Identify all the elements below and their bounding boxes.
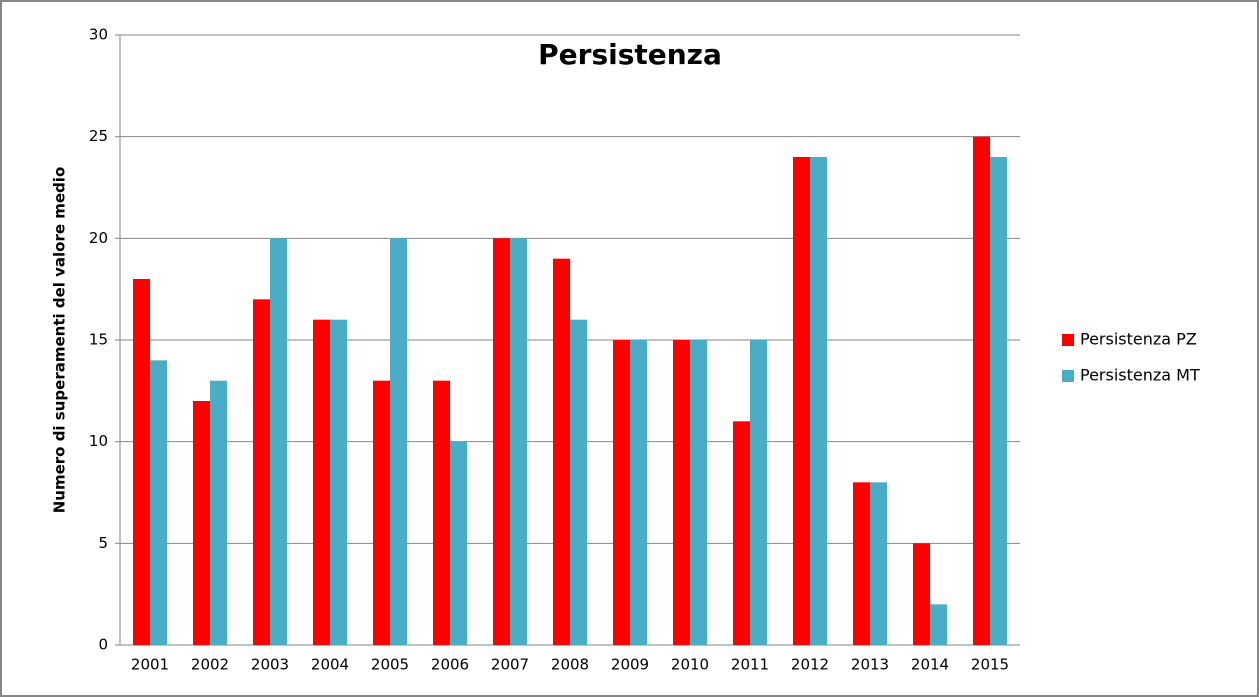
- x-tick-label: 2011: [731, 656, 769, 674]
- bar: [133, 279, 150, 645]
- x-tick-label: 2007: [491, 656, 529, 674]
- y-tick-label: 20: [89, 229, 108, 247]
- legend-swatch: [1062, 370, 1074, 382]
- x-tick-label: 2001: [131, 656, 169, 674]
- y-tick-label: 10: [89, 432, 108, 450]
- bar: [630, 340, 647, 645]
- bar: [150, 360, 167, 645]
- x-tick-label: 2015: [971, 656, 1009, 674]
- bar: [210, 380, 227, 645]
- x-tick-label: 2008: [551, 656, 589, 674]
- bar: [690, 340, 707, 645]
- x-tick-label: 2013: [851, 656, 889, 674]
- x-tick-label: 2003: [251, 656, 289, 674]
- bar: [990, 157, 1007, 645]
- bar: [373, 380, 390, 645]
- bar: [930, 604, 947, 645]
- legend-swatch: [1062, 334, 1074, 346]
- bar: [270, 238, 287, 646]
- x-tick-label: 2006: [431, 656, 469, 674]
- x-tick-label: 2005: [371, 656, 409, 674]
- x-tick-label: 2004: [311, 656, 349, 674]
- bar: [433, 380, 450, 645]
- x-tick-label: 2002: [191, 656, 229, 674]
- x-tick-label: 2010: [671, 656, 709, 674]
- x-tick-label: 2014: [911, 656, 949, 674]
- x-tick-label: 2012: [791, 656, 829, 674]
- bar: [673, 340, 690, 645]
- chart-title: Persistenza: [538, 38, 722, 71]
- y-tick-label: 0: [98, 636, 108, 654]
- bar: [853, 482, 870, 645]
- legend-label: Persistenza MT: [1080, 366, 1200, 385]
- bar: [750, 340, 767, 645]
- y-tick-label: 15: [89, 331, 108, 349]
- bar: [793, 157, 810, 645]
- bar: [493, 238, 510, 646]
- bar: [870, 482, 887, 645]
- bar: [613, 340, 630, 645]
- bar: [510, 238, 527, 646]
- y-tick-label: 5: [98, 534, 108, 552]
- bar: [253, 299, 270, 645]
- legend-label: Persistenza PZ: [1080, 330, 1197, 349]
- y-tick-label: 25: [89, 127, 108, 145]
- bar: [553, 258, 570, 645]
- bar: [570, 319, 587, 645]
- y-axis-label: Numero di superamenti del valore medio: [51, 167, 69, 514]
- bar: [973, 136, 990, 645]
- bar: [450, 441, 467, 645]
- bar: [330, 319, 347, 645]
- bar: [913, 543, 930, 645]
- bar: [390, 238, 407, 646]
- bar: [733, 421, 750, 645]
- bar: [313, 319, 330, 645]
- y-tick-label: 30: [89, 26, 108, 44]
- bar: [193, 401, 210, 645]
- x-tick-label: 2009: [611, 656, 649, 674]
- bar: [810, 157, 827, 645]
